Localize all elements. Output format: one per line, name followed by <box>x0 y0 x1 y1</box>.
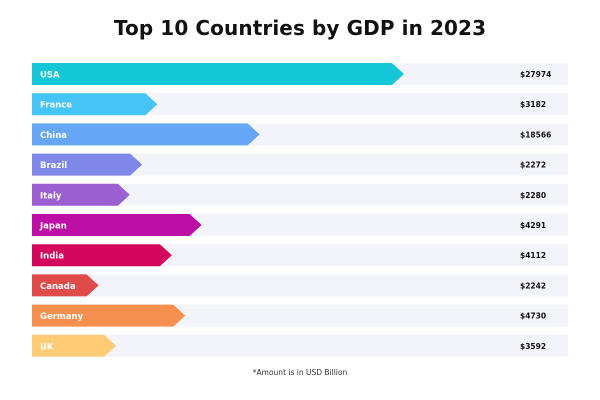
bar <box>32 183 130 206</box>
category-label: Brazil <box>40 161 67 171</box>
bar <box>32 334 117 357</box>
category-label: France <box>40 101 72 111</box>
bar-track <box>32 183 568 206</box>
value-label: $3182 <box>520 100 546 109</box>
value-label: $27974 <box>520 70 551 79</box>
bar <box>32 93 158 116</box>
value-label: $4112 <box>520 251 546 260</box>
value-label: $2272 <box>520 161 546 170</box>
category-label: UK <box>40 342 54 352</box>
bar <box>32 123 260 146</box>
bar <box>32 244 172 267</box>
chart-footnote: *Amount is in USD Billion <box>252 368 348 377</box>
bar <box>32 214 202 236</box>
value-label: $3592 <box>520 342 546 351</box>
category-label: India <box>40 252 64 262</box>
value-label: $4730 <box>520 312 546 321</box>
value-label: $2242 <box>520 281 546 290</box>
bar <box>32 304 186 327</box>
bar-track <box>32 274 568 297</box>
bar-track <box>32 153 568 176</box>
bar <box>32 274 99 297</box>
bar-track <box>32 334 568 357</box>
category-label: USA <box>40 71 60 81</box>
category-label: Japan <box>39 222 67 232</box>
value-label: $18566 <box>520 130 551 139</box>
bar-track <box>32 93 568 116</box>
category-label: Canada <box>40 282 76 292</box>
bar <box>32 153 143 176</box>
bar <box>32 63 404 85</box>
chart-title: Top 10 Countries by GDP in 2023 <box>113 16 487 40</box>
value-label: $2280 <box>520 191 546 200</box>
category-label: Italy <box>40 191 62 201</box>
value-label: $4291 <box>520 221 546 230</box>
category-label: China <box>40 131 67 141</box>
category-label: Germany <box>40 312 84 322</box>
bar-track <box>32 244 568 267</box>
